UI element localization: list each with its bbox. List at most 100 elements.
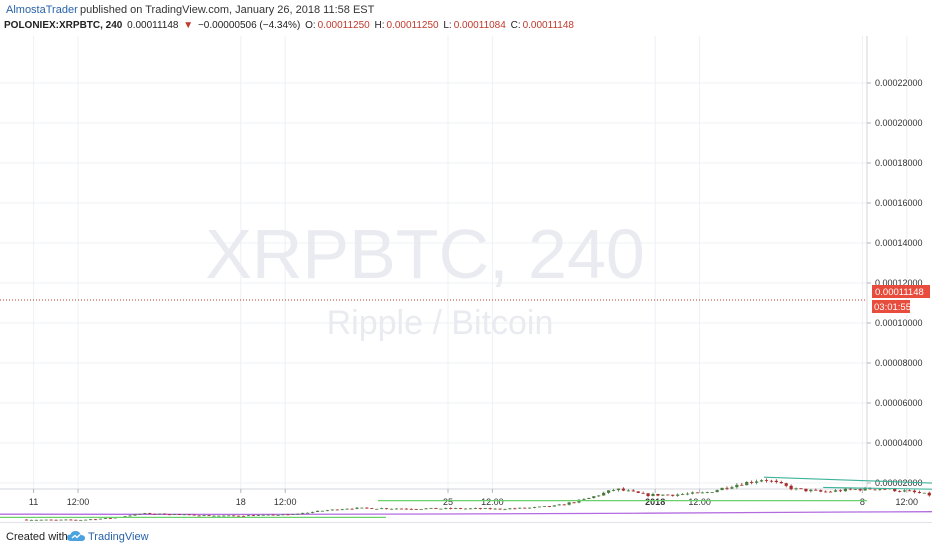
candle-body xyxy=(103,518,107,519)
time-tick-label: 18 xyxy=(236,497,246,507)
candle-body xyxy=(163,513,167,515)
candle-body xyxy=(463,508,468,510)
candle-body xyxy=(251,515,255,517)
candle-body xyxy=(720,487,724,491)
candle-body xyxy=(483,508,487,510)
candle-body xyxy=(621,488,625,491)
candle-body xyxy=(755,481,759,483)
candle-body xyxy=(557,504,561,506)
candle-body xyxy=(498,508,502,510)
candle-body xyxy=(340,509,344,511)
trendlines[interactable] xyxy=(763,476,932,503)
candle-body xyxy=(98,518,103,520)
candle-body xyxy=(690,492,695,494)
candle-body xyxy=(93,519,98,521)
time-axis[interactable]: 1112:001812:002512:00201812:00812:001512… xyxy=(29,489,932,507)
candle-body xyxy=(533,506,537,508)
candle-body xyxy=(227,515,231,517)
candle-body xyxy=(207,515,211,517)
candle-body xyxy=(454,508,458,510)
candle-body xyxy=(503,509,507,511)
candle-body xyxy=(182,514,186,516)
price-axis[interactable]: 0.00002000 0.00004000 0.00006000 0.00008000… xyxy=(867,78,923,488)
time-tick-label: 12:00 xyxy=(67,497,90,507)
candle-body xyxy=(291,514,295,515)
candle-body xyxy=(740,484,744,486)
candle-body xyxy=(794,488,798,490)
price-tick-label: 0.00008000 xyxy=(875,358,923,368)
candle-body xyxy=(167,514,172,516)
candle-body xyxy=(547,506,551,507)
time-tick-label: 12:00 xyxy=(481,497,504,507)
candle-body xyxy=(799,488,803,490)
author-link[interactable]: AlmostaTrader xyxy=(6,4,78,16)
tradingview-cloud-icon[interactable] xyxy=(66,529,86,543)
major-downtrend-line xyxy=(763,476,932,484)
candle-body xyxy=(315,510,320,512)
candle-body xyxy=(893,488,897,492)
candle-body xyxy=(715,490,719,493)
candle-body xyxy=(64,519,68,521)
candle-body xyxy=(138,513,142,515)
candle-body xyxy=(69,519,73,521)
candle-body xyxy=(528,507,532,509)
grid xyxy=(0,36,908,489)
candle-body xyxy=(350,508,354,510)
high-key: H: xyxy=(374,20,385,31)
candle-body xyxy=(39,519,43,521)
candle-body xyxy=(681,494,685,495)
candle-body xyxy=(646,493,650,497)
candle-body xyxy=(878,489,882,490)
candle-body xyxy=(759,480,764,482)
candle-body xyxy=(907,490,912,492)
candle-body xyxy=(671,494,675,496)
candle-body xyxy=(848,488,852,490)
candle-body xyxy=(676,494,680,496)
candle-body xyxy=(513,508,517,510)
ohlc-legend: POLONIEX:XRPBTC, 240 0.00011148 ▼ −0.000… xyxy=(4,20,576,34)
support-lines[interactable] xyxy=(0,500,867,518)
time-tick-label: 8 xyxy=(860,497,865,507)
low-value: 0.00011084 xyxy=(453,20,506,31)
candle-body xyxy=(281,514,285,516)
candle-body xyxy=(306,512,310,514)
publish-info: published on TradingView.com, January 26… xyxy=(80,4,375,16)
candle-body xyxy=(641,492,645,494)
candle-body xyxy=(419,509,423,510)
candle-body xyxy=(74,519,78,521)
candle-body xyxy=(84,519,88,521)
candle-body xyxy=(128,515,132,517)
chart-canvas[interactable]: XRPBTC, 240 Ripple / Bitcoin 0.000020000… xyxy=(0,36,932,522)
candle-body xyxy=(123,516,127,518)
price-tick-label: 0.00002000 xyxy=(875,478,923,488)
candle-body xyxy=(449,508,453,509)
candle-body xyxy=(24,519,29,521)
candle-body xyxy=(355,507,359,509)
candle-body xyxy=(222,515,226,517)
candle-body xyxy=(108,518,112,519)
countdown-badge xyxy=(872,300,910,313)
candle-body xyxy=(301,512,305,514)
candle-body xyxy=(133,514,137,516)
time-tick-label: 2018 xyxy=(645,497,665,507)
last-price-badge-label: 0.00011148 xyxy=(875,287,924,298)
candle-body xyxy=(705,492,709,494)
candle-body xyxy=(276,514,280,516)
candle-body xyxy=(89,519,93,521)
down-arrow-icon: ▼ xyxy=(183,20,194,31)
candle-body xyxy=(286,514,290,516)
symbol-label[interactable]: POLONIEX:XRPBTC, 240 xyxy=(4,20,123,31)
candle-body xyxy=(330,509,334,511)
price-tick-label: 0.00014000 xyxy=(875,238,923,248)
candle-body xyxy=(602,492,606,496)
candle-body xyxy=(769,480,773,482)
moving-average xyxy=(0,511,932,516)
low-key: L: xyxy=(443,20,452,31)
candle-body xyxy=(745,481,749,486)
candle-body xyxy=(685,493,690,495)
candle-body xyxy=(927,492,931,496)
candle-body xyxy=(488,508,492,510)
tradingview-brand-link[interactable]: TradingView xyxy=(88,531,149,543)
candle-body xyxy=(917,492,921,494)
close-key: C: xyxy=(510,20,521,31)
